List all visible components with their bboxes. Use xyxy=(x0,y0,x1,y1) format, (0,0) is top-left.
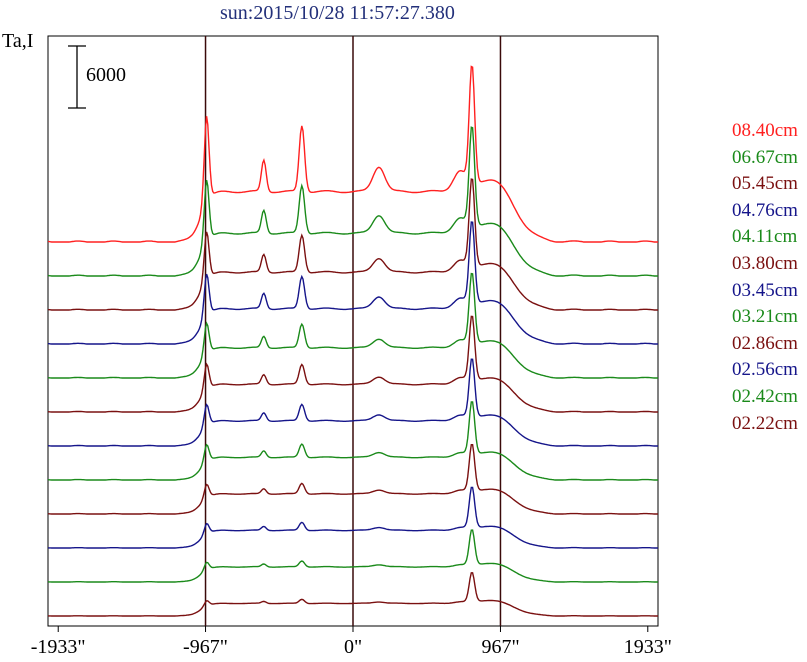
x-tick-label: 967" xyxy=(481,636,520,658)
legend-entry: 04.11cm xyxy=(732,226,798,248)
x-tick-label: -1933" xyxy=(30,636,86,658)
legend: 08.40cm 06.67cm 05.45cm 04.76cm 04.11cm 03.80… xyxy=(732,118,798,437)
legend-entry: 04.76cm xyxy=(732,199,798,221)
legend-entry: 08.40cm xyxy=(732,120,798,141)
series-line-03.21cm xyxy=(47,401,658,481)
y-axis-label: Ta,I xyxy=(2,30,34,52)
series-line-08.40cm xyxy=(47,65,658,243)
series-line-02.56cm xyxy=(47,486,658,549)
vertical-reference-lines xyxy=(204,36,502,626)
legend-entry: 02.22cm xyxy=(732,412,798,434)
legend-entry: 02.86cm xyxy=(732,332,798,354)
series-line-06.67cm xyxy=(47,126,658,277)
series-line-02.42cm xyxy=(47,529,658,583)
scale-bar-label: 6000 xyxy=(86,64,126,86)
legend-entry: 02.42cm xyxy=(732,385,798,407)
legend-entry: 06.67cm xyxy=(732,146,798,168)
x-tick-label: 1933" xyxy=(623,636,672,658)
series-line-04.76cm xyxy=(47,221,658,345)
legend-entry: 03.45cm xyxy=(732,279,798,301)
legend-entry: 02.56cm xyxy=(732,359,798,381)
legend-entry: 05.45cm xyxy=(732,173,798,195)
series-line-03.80cm xyxy=(47,315,658,413)
scale-bar xyxy=(68,45,86,109)
x-tick-label: 0" xyxy=(344,636,363,658)
legend-entry: 03.21cm xyxy=(732,306,798,328)
series-line-02.22cm xyxy=(48,572,658,617)
series-lines xyxy=(47,65,658,617)
series-line-02.86cm xyxy=(48,444,658,515)
x-ticks xyxy=(57,626,649,632)
chart-title: sun:2015/10/28 11:57:27.380 xyxy=(220,2,455,24)
legend-entry: 03.80cm xyxy=(732,252,798,274)
series-line-03.45cm xyxy=(47,358,658,447)
x-tick-label: -967" xyxy=(183,636,228,658)
series-line-05.45cm xyxy=(47,178,658,311)
series-line-04.11cm xyxy=(47,272,658,379)
